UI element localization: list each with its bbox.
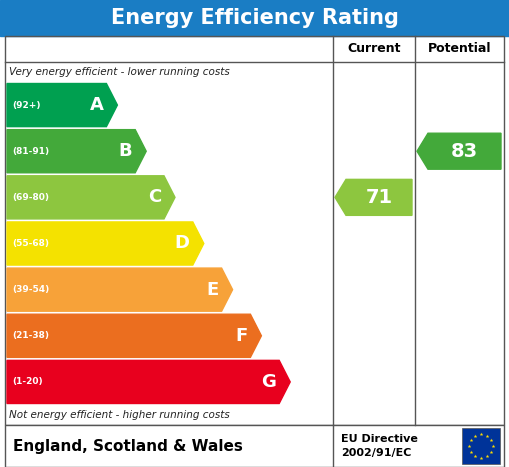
- Polygon shape: [7, 130, 146, 173]
- Text: E: E: [206, 281, 218, 298]
- Text: 83: 83: [451, 142, 478, 161]
- Polygon shape: [417, 133, 501, 169]
- Polygon shape: [7, 176, 175, 219]
- Text: A: A: [90, 96, 103, 114]
- Text: D: D: [175, 234, 190, 253]
- Text: (21-38): (21-38): [12, 331, 49, 340]
- Text: (39-54): (39-54): [12, 285, 49, 294]
- Polygon shape: [7, 314, 262, 357]
- Polygon shape: [7, 361, 290, 403]
- Text: F: F: [235, 327, 247, 345]
- Text: Not energy efficient - higher running costs: Not energy efficient - higher running co…: [9, 410, 230, 420]
- Bar: [0, 0, 509, 36]
- Text: England, Scotland & Wales: England, Scotland & Wales: [13, 439, 243, 453]
- Polygon shape: [335, 179, 412, 215]
- Bar: [5, 36, 504, 425]
- Bar: [462, 428, 500, 464]
- Text: (69-80): (69-80): [12, 193, 49, 202]
- Polygon shape: [7, 84, 118, 127]
- Text: Very energy efficient - lower running costs: Very energy efficient - lower running co…: [9, 67, 230, 77]
- Polygon shape: [7, 268, 233, 311]
- Text: B: B: [119, 142, 132, 160]
- Text: (81-91): (81-91): [12, 147, 49, 156]
- Text: Energy Efficiency Rating: Energy Efficiency Rating: [110, 8, 399, 28]
- Text: (92+): (92+): [12, 100, 41, 110]
- Text: C: C: [148, 188, 161, 206]
- Text: 71: 71: [365, 188, 392, 207]
- Text: (55-68): (55-68): [12, 239, 49, 248]
- Text: Current: Current: [347, 42, 401, 56]
- Text: G: G: [261, 373, 276, 391]
- Polygon shape: [7, 222, 204, 265]
- Text: EU Directive
2002/91/EC: EU Directive 2002/91/EC: [341, 434, 418, 458]
- Bar: [5, 425, 504, 467]
- Text: (1-20): (1-20): [12, 377, 43, 386]
- Text: Potential: Potential: [428, 42, 491, 56]
